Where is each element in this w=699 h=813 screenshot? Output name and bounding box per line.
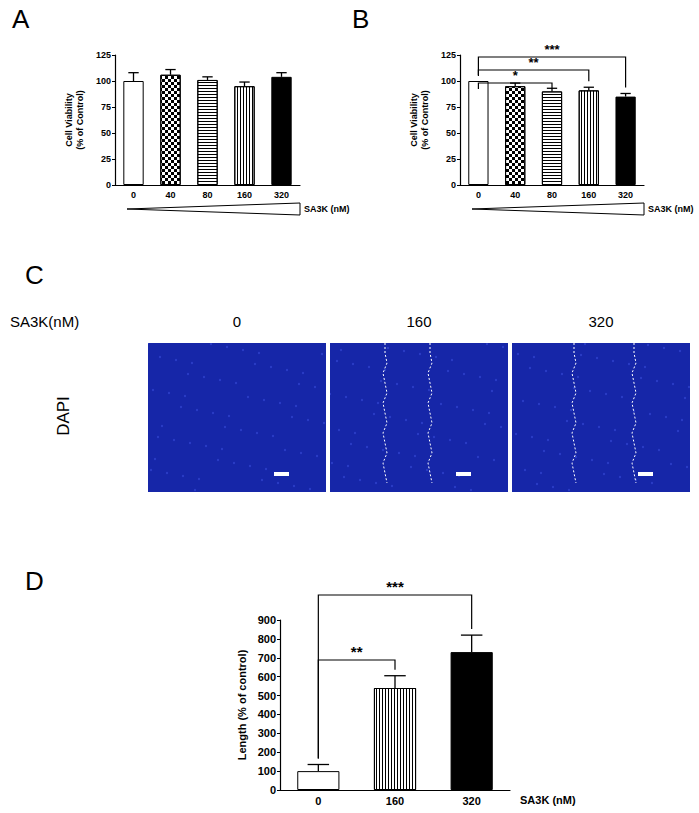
html-text:320: 320 [588,313,614,330]
svg-text:0: 0 [106,180,111,190]
svg-text:Cell Viability: Cell Viability [409,93,419,146]
svg-text:125: 125 [96,50,111,60]
svg-text:300: 300 [258,727,276,739]
html-text:A: A [12,4,30,34]
svg-text:Cell Viability: Cell Viability [64,93,74,146]
svg-text:0: 0 [315,795,321,807]
svg-text:SA3K (nM): SA3K (nM) [648,204,694,214]
svg-text:50: 50 [446,128,456,138]
svg-text:0: 0 [131,190,136,200]
svg-text:100: 100 [96,76,111,86]
svg-text:75: 75 [101,102,111,112]
svg-text:320: 320 [618,190,633,200]
svg-text:0: 0 [270,784,276,796]
svg-text:75: 75 [446,102,456,112]
svg-text:(% of Control): (% of Control) [75,90,85,149]
svg-text:40: 40 [165,190,175,200]
svg-text:320: 320 [462,795,480,807]
svg-text:25: 25 [446,154,456,164]
svg-text:(% of Control): (% of Control) [420,90,430,149]
html-text:DAPI: DAPI [53,396,73,436]
svg-text:***: *** [386,578,404,595]
svg-text:0: 0 [451,180,456,190]
svg-text:40: 40 [510,190,520,200]
svg-text:100: 100 [441,76,456,86]
svg-text:600: 600 [258,671,276,683]
svg-text:125: 125 [441,50,456,60]
svg-text:80: 80 [547,190,557,200]
svg-text:25: 25 [101,154,111,164]
svg-text:0: 0 [476,190,481,200]
svg-text:SA3K (nM): SA3K (nM) [304,204,350,214]
svg-text:80: 80 [202,190,212,200]
svg-text:400: 400 [258,708,276,720]
html-text:160: 160 [406,313,432,330]
html-text:0: 0 [232,313,242,330]
svg-text:Length (% of control): Length (% of control) [236,649,248,760]
svg-text:**: ** [351,643,363,660]
svg-text:SA3K (nM): SA3K (nM) [520,794,576,806]
svg-text:160: 160 [237,190,252,200]
html-text:B: B [352,4,370,34]
svg-text:50: 50 [101,128,111,138]
svg-text:***: *** [544,42,560,57]
svg-text:700: 700 [258,652,276,664]
html-text:C: C [25,260,44,290]
svg-text:200: 200 [258,746,276,758]
svg-text:100: 100 [258,765,276,777]
svg-text:160: 160 [386,795,404,807]
svg-text:320: 320 [274,190,289,200]
html-text:SA3K(nM): SA3K(nM) [10,313,80,330]
svg-text:900: 900 [258,614,276,626]
svg-text:800: 800 [258,633,276,645]
svg-text:160: 160 [581,190,596,200]
html-text:D: D [25,566,44,596]
svg-text:500: 500 [258,690,276,702]
